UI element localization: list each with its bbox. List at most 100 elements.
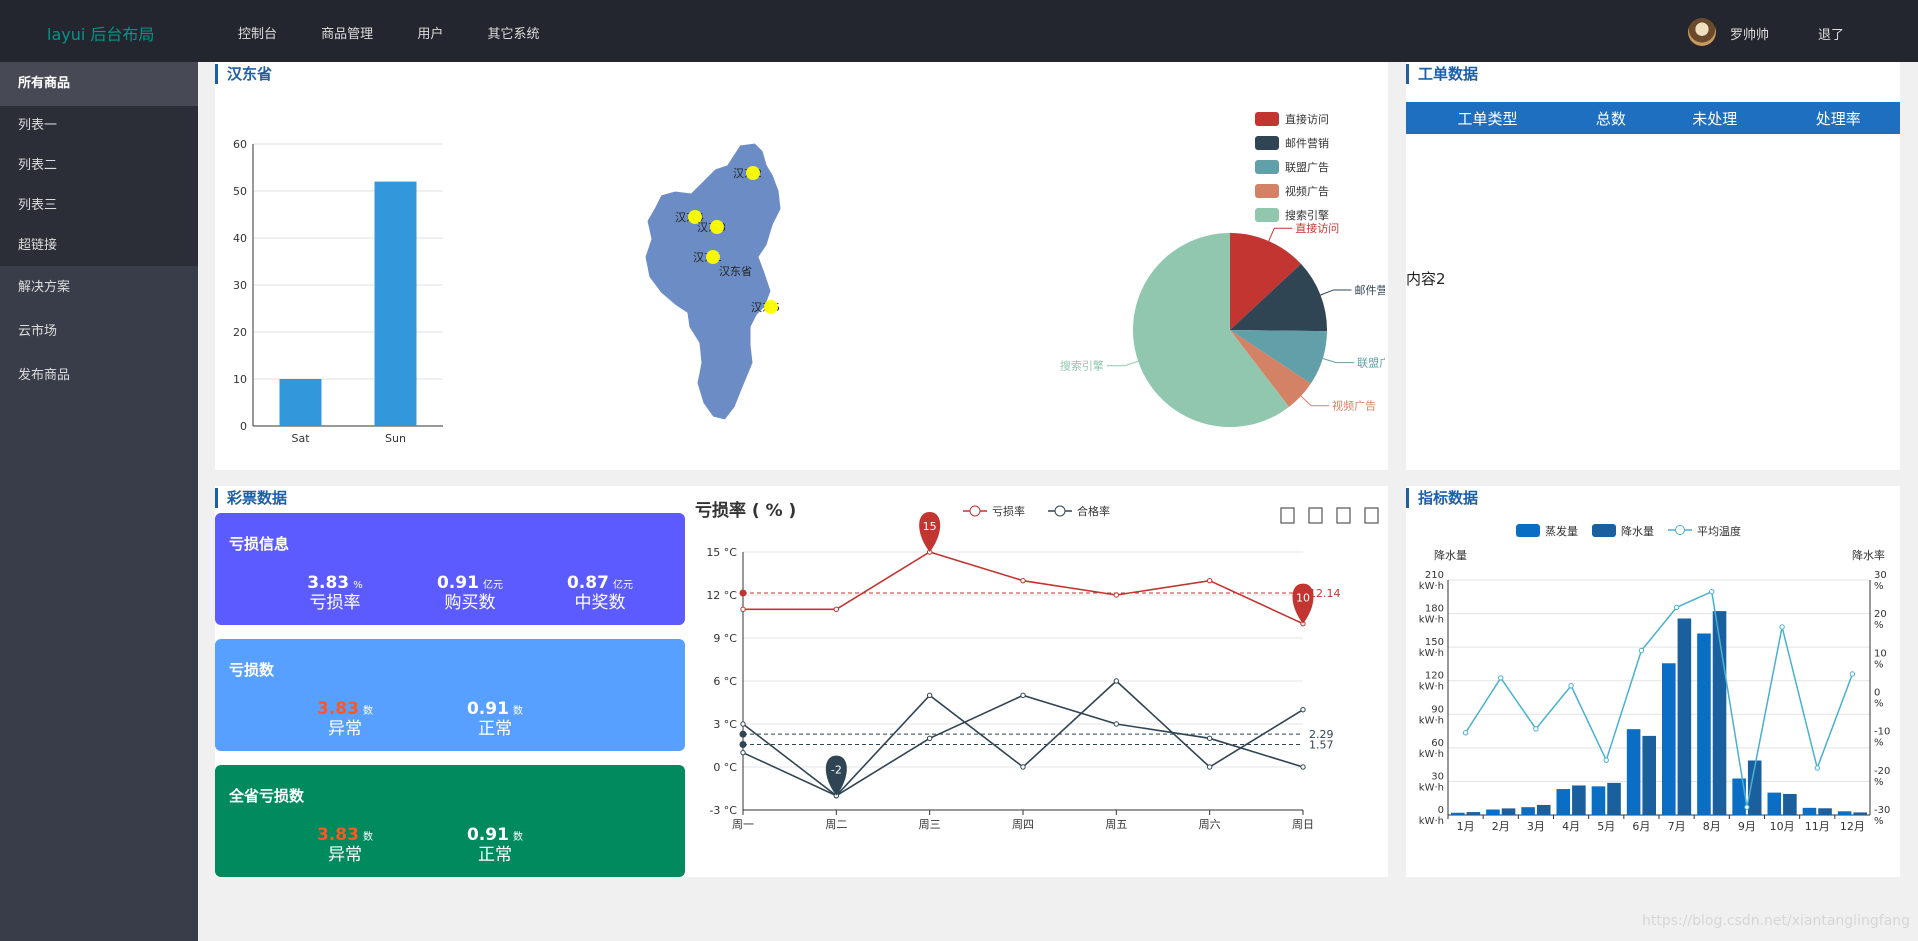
panel-title: 汉东省 (215, 64, 272, 84)
bar (1501, 808, 1516, 815)
mean-label: 12.14 (1309, 587, 1341, 600)
x-tick-label: 周六 (1199, 818, 1221, 831)
sidebar-item-list-1[interactable]: 列表一 (18, 118, 58, 133)
nav-users[interactable]: 用户 (417, 27, 444, 42)
data-point (740, 721, 746, 727)
data-point (1206, 735, 1213, 742)
top-nav: 控制台 商品管理 用户 其它系统 (238, 23, 579, 42)
y-tick-label: 3 °C (713, 718, 737, 731)
x-tick-label: Sat (291, 432, 310, 445)
bar (1818, 808, 1832, 815)
data-view-icon-shape (1280, 507, 1295, 524)
y-tick-label-left: 150 (1425, 637, 1444, 648)
sidebar: 所有商品 列表一 列表二 列表三 超链接 解决方案 云市场 发布商品 (0, 62, 198, 941)
pie-slice (1133, 232, 1290, 428)
sidebar-item-solutions[interactable]: 解决方案 (18, 280, 71, 295)
nav-console[interactable]: 控制台 (238, 27, 278, 42)
legend-marker (1675, 525, 1685, 535)
y-tick-unit-left: kW·h (1419, 648, 1444, 659)
city-marker (688, 210, 702, 224)
city-marker (706, 250, 720, 264)
metric-label: 中奖数 (574, 593, 626, 613)
city-marker (710, 220, 724, 234)
pie-chart: 直接访问邮件营销联盟广告视频广告搜索引擎直接访问邮件营销联盟广告视频广告搜索引擎 (1060, 112, 1385, 428)
marker-pin (919, 512, 941, 552)
y-axis-title-right: 降水率 (1852, 548, 1885, 562)
sidebar-item-cloud-market[interactable]: 云市场 (18, 324, 58, 339)
bar (1591, 786, 1606, 815)
sidebar-group-all-goods[interactable]: 所有商品 (0, 62, 198, 106)
mean-label: 1.57 (1309, 738, 1334, 751)
x-tick-label: 周二 (825, 818, 847, 831)
province-panel: 汉东省 0 10 20 30 40 50 60 Sat Sun 汉东2汉东4汉东3汉东1汉东5汉… (215, 62, 1388, 470)
x-tick-label: Sun (385, 432, 406, 445)
legend-label: 搜索引擎 (1285, 208, 1329, 222)
sidebar-item-list-3[interactable]: 列表三 (18, 198, 58, 213)
legend-label: 合格率 (1077, 504, 1110, 518)
bar (1626, 729, 1641, 815)
x-tick-label: 4月 (1562, 820, 1580, 833)
data-point (833, 606, 840, 613)
data-point (1462, 730, 1469, 736)
data-point (926, 735, 933, 742)
app-logo[interactable]: layui 后台布局 (47, 25, 155, 44)
sidebar-item-publish-goods[interactable]: 发布商品 (18, 368, 71, 383)
top-bar: layui 后台布局 控制台 商品管理 用户 其它系统 罗帅帅 退了 (0, 0, 1918, 62)
bar-icon-shape (1336, 507, 1351, 524)
pie-label: 邮件营销 (1355, 283, 1385, 297)
workorder-table: 工单类型 总数 未处理 处理率 (1406, 102, 1900, 134)
y-tick-label-right: 20 (1874, 609, 1887, 620)
metric-value: 0.91 (466, 699, 509, 719)
pie-label-line (1300, 395, 1330, 407)
data-point (1020, 764, 1026, 770)
data-point (1638, 647, 1645, 654)
nav-other-systems[interactable]: 其它系统 (487, 27, 540, 42)
bar (1732, 778, 1746, 815)
x-tick-label: 周三 (919, 818, 941, 831)
data-point (1779, 624, 1785, 630)
bar (1802, 807, 1817, 815)
data-point (740, 749, 746, 756)
metric-abnormal: 3.83 数 异常 (285, 699, 405, 739)
y-tick-label: 50 (233, 185, 247, 198)
metric-value: 0.91 (466, 825, 509, 845)
bar (1486, 809, 1500, 815)
y-tick-unit-left: kW·h (1419, 615, 1444, 626)
data-point (1568, 683, 1574, 689)
pie-label: 视频广告 (1332, 399, 1376, 413)
user-name[interactable]: 罗帅帅 (1730, 28, 1770, 43)
x-tick-label: 周日 (1292, 818, 1314, 831)
loss-info-card[interactable]: 亏损信息 3.83 % 亏损率 0.91 亿元 购买数 0.87 亿元 中奖数 (215, 513, 685, 625)
x-tick-label: 1月 (1457, 820, 1475, 833)
metric-normal: 0.91 数 正常 (435, 825, 555, 865)
y-tick-unit-right: % (1874, 659, 1884, 670)
marker-pin (1292, 583, 1314, 624)
restore-icon-shape (1364, 507, 1379, 524)
loss-count-card[interactable]: 亏损数 3.83 数 异常 0.91 数 正常 (215, 639, 685, 751)
logout-link[interactable]: 退了 (1818, 28, 1845, 43)
avatar[interactable] (1688, 18, 1716, 46)
province-loss-card[interactable]: 全省亏损数 3.83 数 异常 0.91 数 正常 (215, 765, 685, 877)
column-header: 总数 (1568, 102, 1653, 134)
province-map: 汉东2汉东4汉东3汉东1汉东5汉东省 (644, 142, 782, 421)
bar-icon (1336, 507, 1351, 524)
line-icon-shape (1308, 507, 1323, 524)
legend-swatch (1516, 524, 1540, 537)
sidebar-item-hyperlink[interactable]: 超链接 (18, 238, 58, 253)
main-content: 汉东省 0 10 20 30 40 50 60 Sat Sun 汉东2汉东4汉东3汉东1汉东5汉… (198, 62, 1918, 941)
y-tick-unit-left: kW·h (1419, 782, 1444, 793)
sidebar-item-list-2[interactable]: 列表二 (18, 158, 58, 173)
data-point (1533, 726, 1539, 732)
x-tick-label: 7月 (1668, 820, 1686, 833)
y-tick-label: 6 °C (713, 675, 737, 688)
metric-label: 异常 (328, 719, 362, 739)
data-point (1300, 706, 1306, 713)
y-tick-label-left: 60 (1431, 738, 1444, 749)
bar (1677, 618, 1692, 815)
y-tick-unit-right: % (1874, 816, 1884, 827)
x-tick-label: 10月 (1770, 820, 1795, 833)
series-line (742, 694, 1304, 797)
metric-unit: 数 (513, 832, 524, 843)
legend-swatch (1255, 208, 1279, 222)
nav-goods[interactable]: 商品管理 (321, 27, 374, 42)
